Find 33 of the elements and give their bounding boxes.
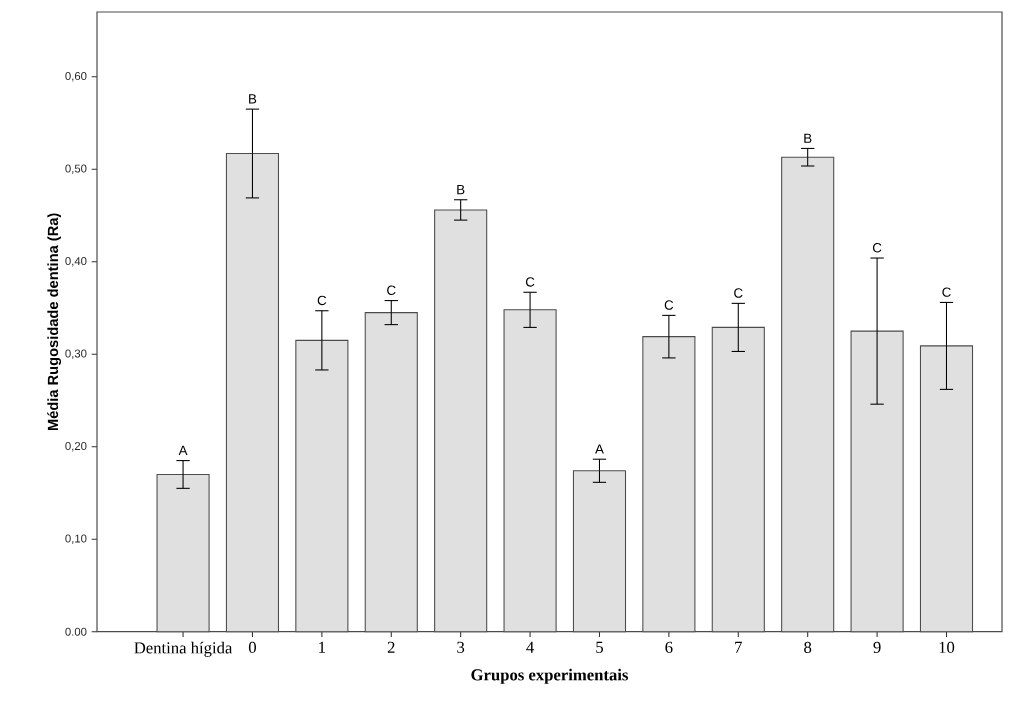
annotation: C: [734, 288, 743, 298]
annotation: B: [804, 133, 812, 143]
y-tick-label: 0,10: [65, 534, 87, 544]
x-tick-label: 5: [596, 641, 603, 653]
annotation: B: [457, 184, 465, 195]
y-tick-label: 0.00: [65, 627, 87, 636]
annotation: C: [872, 243, 882, 253]
x-tick-label: 7: [735, 641, 742, 653]
x-tick-label: 0: [248, 641, 256, 653]
y-tick-label: 0,50: [65, 164, 87, 174]
annotation: A: [178, 445, 188, 455]
x-tick-label: 4: [526, 641, 534, 653]
annotation: C: [942, 287, 951, 297]
x-tick-label: 8: [804, 641, 812, 653]
y-tick-label: 0,40: [65, 257, 87, 267]
y-tick-label: 0,60: [65, 72, 87, 82]
x-tick-label: Dentina hígida: [134, 641, 233, 657]
x-tick-label: 10: [939, 641, 955, 653]
y-axis-title: Média Rugosidade dentina (Ra): [47, 213, 62, 431]
x-tick-label: 1: [319, 641, 326, 653]
x-tick-label: 6: [665, 641, 673, 653]
annotation: C: [664, 300, 674, 310]
annotation: B: [249, 94, 257, 104]
x-tick-label: 9: [873, 641, 881, 653]
y-tick-label: 0,30: [65, 349, 87, 359]
x-tick-label: 3: [457, 641, 465, 653]
annotation: C: [525, 277, 535, 287]
annotation: C: [317, 295, 327, 306]
y-tick-label: 0,20: [65, 442, 87, 452]
annotation: C: [387, 285, 396, 295]
x-tick-label: 2: [387, 641, 395, 653]
annotation: A: [595, 444, 604, 454]
x-axis-title: Grupos experimentais: [471, 668, 629, 684]
